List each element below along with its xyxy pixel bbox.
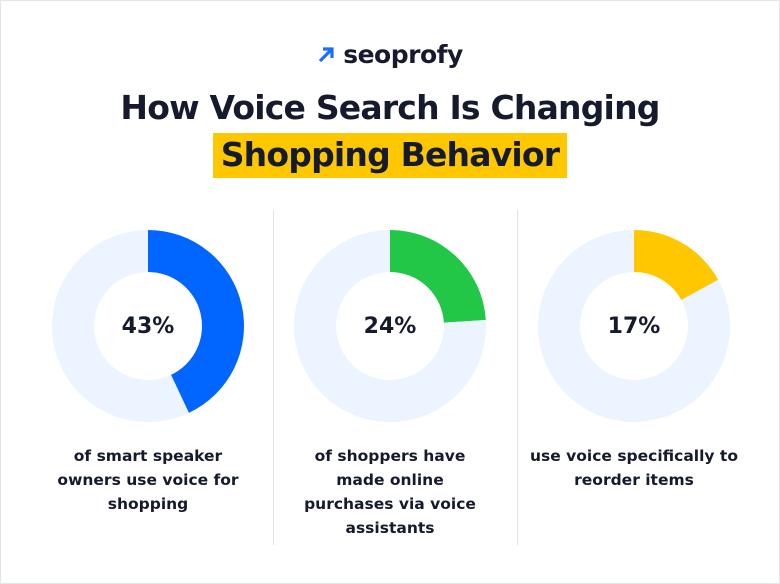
stat-column: 43% of smart speaker owners use voice fo… — [26, 228, 270, 513]
donut-chart — [538, 230, 730, 422]
stat-caption: of shoppers have made online purchases v… — [304, 447, 476, 537]
donut-segment-remainder — [538, 230, 730, 422]
donut-segment-remainder — [52, 230, 189, 422]
donut-value-label: 43% — [121, 314, 175, 339]
stat-column: 24% of shoppers have made online purchas… — [268, 228, 512, 537]
donut-value-label: 17% — [607, 314, 661, 339]
donut-segment-value — [634, 230, 719, 300]
page-title-highlight: Shopping Behavior — [212, 133, 568, 178]
donut-value-label: 24% — [363, 314, 417, 339]
column-divider — [517, 210, 518, 545]
brand-name: seoprofy — [343, 40, 463, 69]
donut-segment-value — [390, 230, 486, 323]
arrow-up-right-icon — [319, 46, 334, 62]
donut-segment-remainder — [294, 230, 486, 422]
page-title-line1: How Voice Search Is Changing — [120, 88, 660, 127]
donut-chart — [52, 230, 245, 422]
column-divider — [273, 210, 274, 545]
stat-caption: use voice specifically to reorder items — [530, 447, 738, 489]
donut-chart — [294, 230, 486, 422]
stat-column: 17% use voice specifically to reorder it… — [512, 228, 756, 489]
donut-segment-value — [148, 230, 245, 413]
brand-logo: seoprofy — [0, 40, 780, 69]
stat-caption: of smart speaker owners use voice for sh… — [57, 447, 239, 513]
